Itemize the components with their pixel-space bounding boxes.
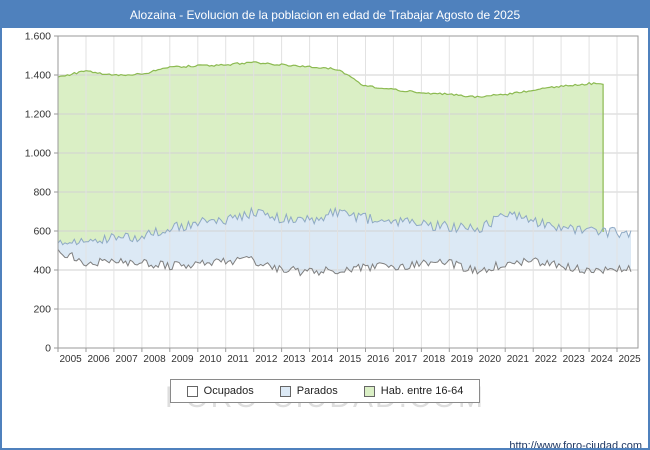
foro-ciudad-link[interactable]: http://www.foro-ciudad.com bbox=[509, 440, 642, 450]
legend-label-hab-16-64: Hab. entre 16-64 bbox=[380, 385, 464, 397]
svg-text:2020: 2020 bbox=[479, 354, 502, 365]
ocupados-swatch-icon bbox=[186, 385, 198, 397]
svg-text:2019: 2019 bbox=[451, 354, 474, 365]
legend-item-hab-16-64: Hab. entre 16-64 bbox=[363, 385, 464, 397]
svg-text:2017: 2017 bbox=[395, 354, 418, 365]
svg-text:2010: 2010 bbox=[199, 354, 222, 365]
svg-text:2009: 2009 bbox=[171, 354, 194, 365]
svg-text:1.000: 1.000 bbox=[25, 148, 51, 160]
svg-text:800: 800 bbox=[33, 187, 51, 199]
svg-text:600: 600 bbox=[33, 226, 51, 238]
svg-text:2014: 2014 bbox=[311, 354, 334, 365]
svg-text:2018: 2018 bbox=[423, 354, 446, 365]
svg-text:2022: 2022 bbox=[535, 354, 558, 365]
svg-text:2006: 2006 bbox=[88, 354, 111, 365]
svg-text:2012: 2012 bbox=[255, 354, 278, 365]
svg-text:2011: 2011 bbox=[227, 354, 249, 365]
svg-text:2005: 2005 bbox=[60, 354, 83, 365]
chart-legend: Ocupados Parados Hab. entre 16-64 bbox=[169, 379, 481, 403]
svg-text:2023: 2023 bbox=[563, 354, 586, 365]
svg-text:2025: 2025 bbox=[619, 354, 642, 365]
hab-16-64-swatch-icon bbox=[363, 385, 375, 397]
population-area-chart: 0 200 400 600 800 1.000 1.200 1.400 1.600 2005 200… bbox=[2, 28, 648, 372]
svg-text:2007: 2007 bbox=[115, 354, 138, 365]
svg-text:1.600: 1.600 bbox=[25, 31, 51, 43]
svg-text:2008: 2008 bbox=[143, 354, 166, 365]
legend-item-parados: Parados bbox=[279, 385, 338, 397]
svg-text:2016: 2016 bbox=[367, 354, 390, 365]
svg-text:1.400: 1.400 bbox=[25, 70, 51, 82]
svg-text:2024: 2024 bbox=[591, 354, 614, 365]
svg-text:2015: 2015 bbox=[339, 354, 362, 365]
parados-swatch-icon bbox=[279, 385, 291, 397]
svg-text:2013: 2013 bbox=[283, 354, 306, 365]
chart-footer-area: FORO-CIUDAD.COM Ocupados Parados Hab. en… bbox=[2, 379, 648, 450]
svg-text:2021: 2021 bbox=[507, 354, 530, 365]
svg-text:400: 400 bbox=[33, 265, 51, 277]
svg-text:1.200: 1.200 bbox=[25, 109, 51, 121]
legend-item-ocupados: Ocupados bbox=[186, 385, 254, 397]
legend-label-parados: Parados bbox=[296, 385, 338, 397]
legend-label-ocupados: Ocupados bbox=[203, 385, 254, 397]
svg-text:0: 0 bbox=[45, 343, 51, 355]
svg-text:200: 200 bbox=[33, 304, 51, 316]
chart-title-bar: Alozaina - Evolucion de la poblacion en … bbox=[2, 2, 648, 28]
